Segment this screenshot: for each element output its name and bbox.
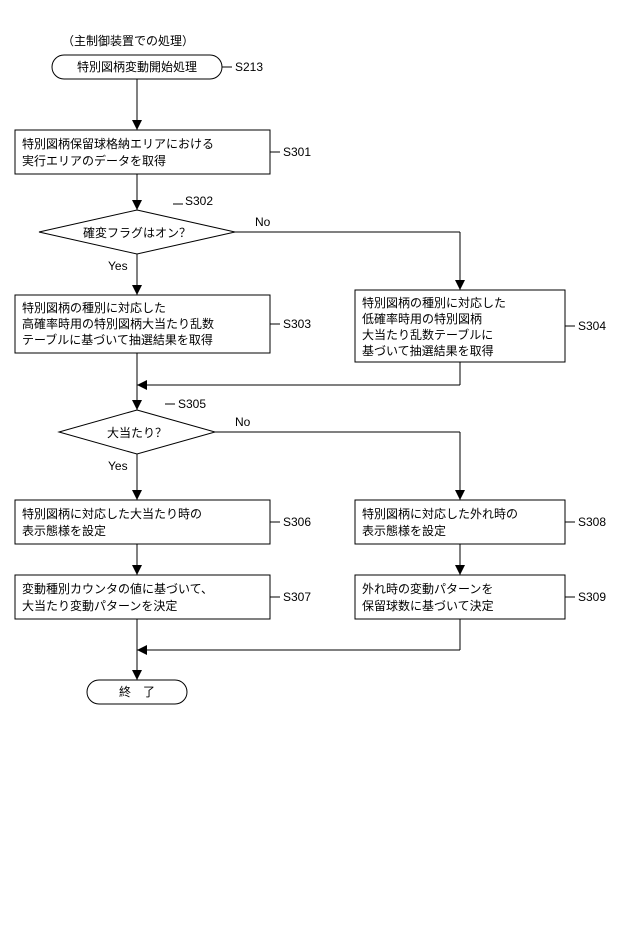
svg-text:保留球数に基づいて決定: 保留球数に基づいて決定 [362,598,494,613]
s302-yes: Yes [108,259,128,273]
svg-text:低確率時用の特別図柄: 低確率時用の特別図柄 [362,311,482,326]
svg-text:高確率時用の特別図柄大当たり乱数: 高確率時用の特別図柄大当たり乱数 [22,316,214,331]
svg-text:S309: S309 [578,590,606,604]
svg-text:大当たり変動パターンを決定: 大当たり変動パターンを決定 [22,598,177,613]
arrow-s302-no [235,232,465,290]
s307-node: 変動種別カウンタの値に基づいて、 大当たり変動パターンを決定 S307 [15,575,311,619]
start-node: 特別図柄変動開始処理 S213 [52,55,263,79]
svg-text:特別図柄に対応した外れ時の: 特別図柄に対応した外れ時の [362,506,518,521]
s303-node: 特別図柄の種別に対応した 高確率時用の特別図柄大当たり乱数 テーブルに基づいて抽… [15,295,311,353]
s304-node: 特別図柄の種別に対応した 低確率時用の特別図柄 大当たり乱数テーブルに 基づいて… [355,290,606,362]
flowchart-canvas: （主制御装置での処理） 特別図柄変動開始処理 S213 特別図柄保留球格納エリア… [0,0,640,932]
svg-text:S301: S301 [283,145,311,159]
arrow-merge-s305 [132,400,142,410]
svg-text:大当たり乱数テーブルに: 大当たり乱数テーブルに [362,327,493,342]
end-node: 終 了 [87,680,187,704]
svg-text:S213: S213 [235,60,263,74]
svg-text:S308: S308 [578,515,606,529]
svg-text:大当たり？: 大当たり？ [107,426,167,440]
arrow-merge-end [132,670,142,680]
svg-text:S307: S307 [283,590,311,604]
arrow-s306-s307 [132,544,142,575]
arrow-s305-yes [132,454,142,500]
svg-text:外れ時の変動パターンを: 外れ時の変動パターンを [362,581,493,596]
svg-text:確変フラグはオン？: 確変フラグはオン？ [83,225,191,240]
arrow-s305-no [215,432,465,500]
svg-text:表示態様を設定: 表示態様を設定 [362,523,446,538]
svg-text:テーブルに基づいて抽選結果を取得: テーブルに基づいて抽選結果を取得 [22,332,213,347]
svg-text:実行エリアのデータを取得: 実行エリアのデータを取得 [22,153,166,168]
arrow-s301-s302 [132,174,142,210]
svg-text:S305: S305 [178,397,206,411]
arrow-start-s301 [132,79,142,130]
svg-text:終 了: 終 了 [119,684,155,699]
s305-yes: Yes [108,459,128,473]
svg-text:特別図柄の種別に対応した: 特別図柄の種別に対応した [22,300,166,315]
s308-node: 特別図柄に対応した外れ時の 表示態様を設定 S308 [355,500,606,544]
arrow-s304-merge [137,362,460,390]
svg-text:特別図柄保留球格納エリアにおける: 特別図柄保留球格納エリアにおける [22,136,214,151]
header-note: （主制御装置での処理） [62,33,194,48]
s302-no: No [255,215,271,229]
svg-text:表示態様を設定: 表示態様を設定 [22,523,106,538]
arrow-s309-merge [137,619,460,655]
svg-text:特別図柄変動開始処理: 特別図柄変動開始処理 [77,59,197,74]
svg-text:S304: S304 [578,319,606,333]
svg-text:特別図柄の種別に対応した: 特別図柄の種別に対応した [362,295,506,310]
s306-node: 特別図柄に対応した大当たり時の 表示態様を設定 S306 [15,500,311,544]
s305-no: No [235,415,251,429]
svg-text:S302: S302 [185,194,213,208]
arrow-s308-s309 [455,544,465,575]
svg-text:特別図柄に対応した大当たり時の: 特別図柄に対応した大当たり時の [22,506,202,521]
svg-text:変動種別カウンタの値に基づいて、: 変動種別カウンタの値に基づいて、 [22,581,213,596]
s301-node: 特別図柄保留球格納エリアにおける 実行エリアのデータを取得 S301 [15,130,311,174]
svg-text:S303: S303 [283,317,311,331]
svg-text:基づいて抽選結果を取得: 基づいて抽選結果を取得 [362,343,494,358]
svg-text:S306: S306 [283,515,311,529]
arrow-s302-yes [132,254,142,295]
s309-node: 外れ時の変動パターンを 保留球数に基づいて決定 S309 [355,575,606,619]
